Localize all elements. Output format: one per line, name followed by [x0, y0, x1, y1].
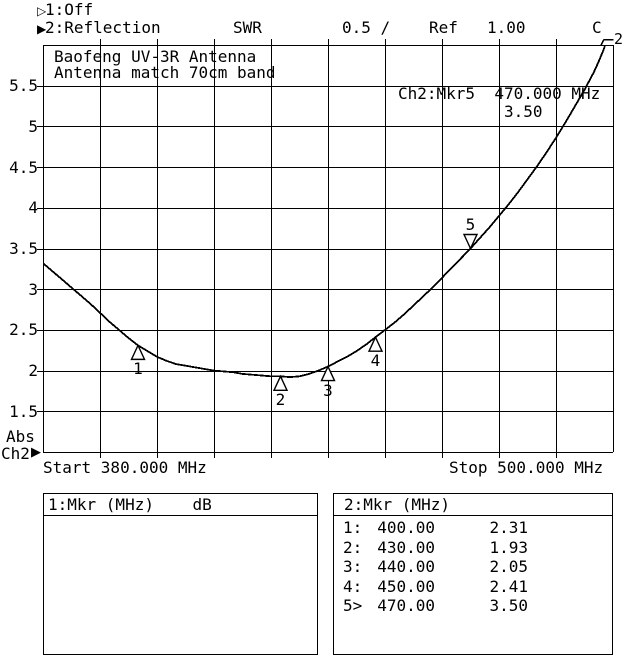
- marker-3-label: 3: [323, 380, 333, 400]
- marker-5-label: 5: [465, 214, 476, 234]
- marker-frequency: 430.00: [377, 537, 435, 557]
- sweep-start-label: Start 380.000 MHz: [43, 458, 207, 477]
- marker-value: 2.05: [489, 557, 528, 577]
- marker-table-ch2-header: 2:Mkr (MHz): [334, 494, 612, 516]
- marker-table-ch2-rows: 1: 400.00 2.31 2: 430.00 1.93 3: 440.00 2.05 4: 45…: [334, 516, 612, 616]
- marker-1-label: 1: [133, 359, 143, 379]
- marker-frequency: 470.00: [377, 596, 435, 616]
- scale-per-div: 0.5 /: [342, 18, 391, 37]
- marker-frequency: 450.00: [377, 576, 435, 596]
- y-axis-label: 2: [28, 361, 38, 381]
- ref-label: Ref: [429, 18, 458, 37]
- trace-end-indicator: [600, 38, 614, 46]
- marker-table-ch1-header: 1:Mkr (MHz) dB: [44, 494, 317, 516]
- y-axis-label: 4: [28, 198, 38, 218]
- ref-value: 1.00: [487, 18, 526, 37]
- marker-table-ch2: 2:Mkr (MHz) 1: 400.00 2.31 2: 430.00 1.93 3: 44…: [333, 493, 613, 655]
- marker-2-triangle-icon: [272, 374, 289, 391]
- y-axis-mode: Abs: [6, 427, 35, 446]
- cal-flag: C: [592, 18, 602, 37]
- marker-value: 3.50: [489, 596, 528, 616]
- marker-table-ch1: 1:Mkr (MHz) dB: [43, 493, 318, 655]
- channel2-measurement: 2:Reflection: [45, 18, 161, 37]
- sweep-stop-label: Stop 500.000 MHz: [449, 458, 604, 477]
- channel2-indicator-icon: ▶: [37, 22, 47, 36]
- marker-table-row: 3: 440.00 2.05: [334, 557, 612, 577]
- y-axis-label: 5: [28, 116, 38, 136]
- reference-position-arrow-icon: ▶: [31, 445, 41, 460]
- marker-frequency: 400.00: [377, 518, 435, 537]
- marker-value: 2.41: [489, 576, 528, 596]
- marker-3-triangle-icon: [320, 364, 336, 382]
- marker-value: 1.93: [489, 537, 528, 557]
- plot-title-line2: Antenna match 70cm band: [54, 63, 276, 82]
- y-axis-label: 2.5: [9, 320, 38, 340]
- marker-number: 4:: [343, 576, 363, 596]
- y-axis-label: 1.5: [9, 401, 38, 421]
- marker-4-triangle-icon: [367, 335, 384, 352]
- marker-5-triangle-icon: [462, 233, 479, 251]
- channel1-indicator-icon: ▷: [37, 4, 47, 18]
- format-label: SWR: [233, 18, 262, 37]
- y-axis-channel: Ch2: [1, 444, 30, 463]
- marker-table-row: 4: 450.00 2.41: [334, 577, 612, 597]
- y-axis-label: 5.5: [9, 76, 38, 96]
- marker-table-row: 1: 400.00 2.31: [334, 518, 612, 538]
- y-axis-label: 4.5: [9, 157, 38, 177]
- marker-number: 3:: [343, 557, 363, 577]
- marker-frequency: 440.00: [377, 557, 435, 577]
- trace-end-channel-label: 2: [614, 30, 624, 48]
- y-axis-label: 3.5: [9, 239, 38, 258]
- marker-value: 2.31: [489, 518, 528, 537]
- marker-number: 2:: [343, 537, 363, 557]
- marker-number: 1:: [343, 518, 363, 537]
- marker-readout-freq: Ch2:Mkr5 470.000 MHz: [398, 84, 601, 103]
- marker-4-label: 4: [370, 351, 381, 371]
- y-axis-label: 3: [28, 279, 38, 299]
- channel1-status: 1:Off: [45, 0, 94, 19]
- marker-number: 5>: [343, 596, 363, 616]
- marker-readout-value: 3.50: [504, 102, 543, 121]
- marker-2-label: 2: [275, 390, 286, 410]
- marker-table-row: 2: 430.00 1.93: [334, 538, 612, 558]
- marker-table-row: 5> 470.00 3.50: [334, 596, 612, 616]
- marker-1-triangle-icon: [130, 343, 146, 361]
